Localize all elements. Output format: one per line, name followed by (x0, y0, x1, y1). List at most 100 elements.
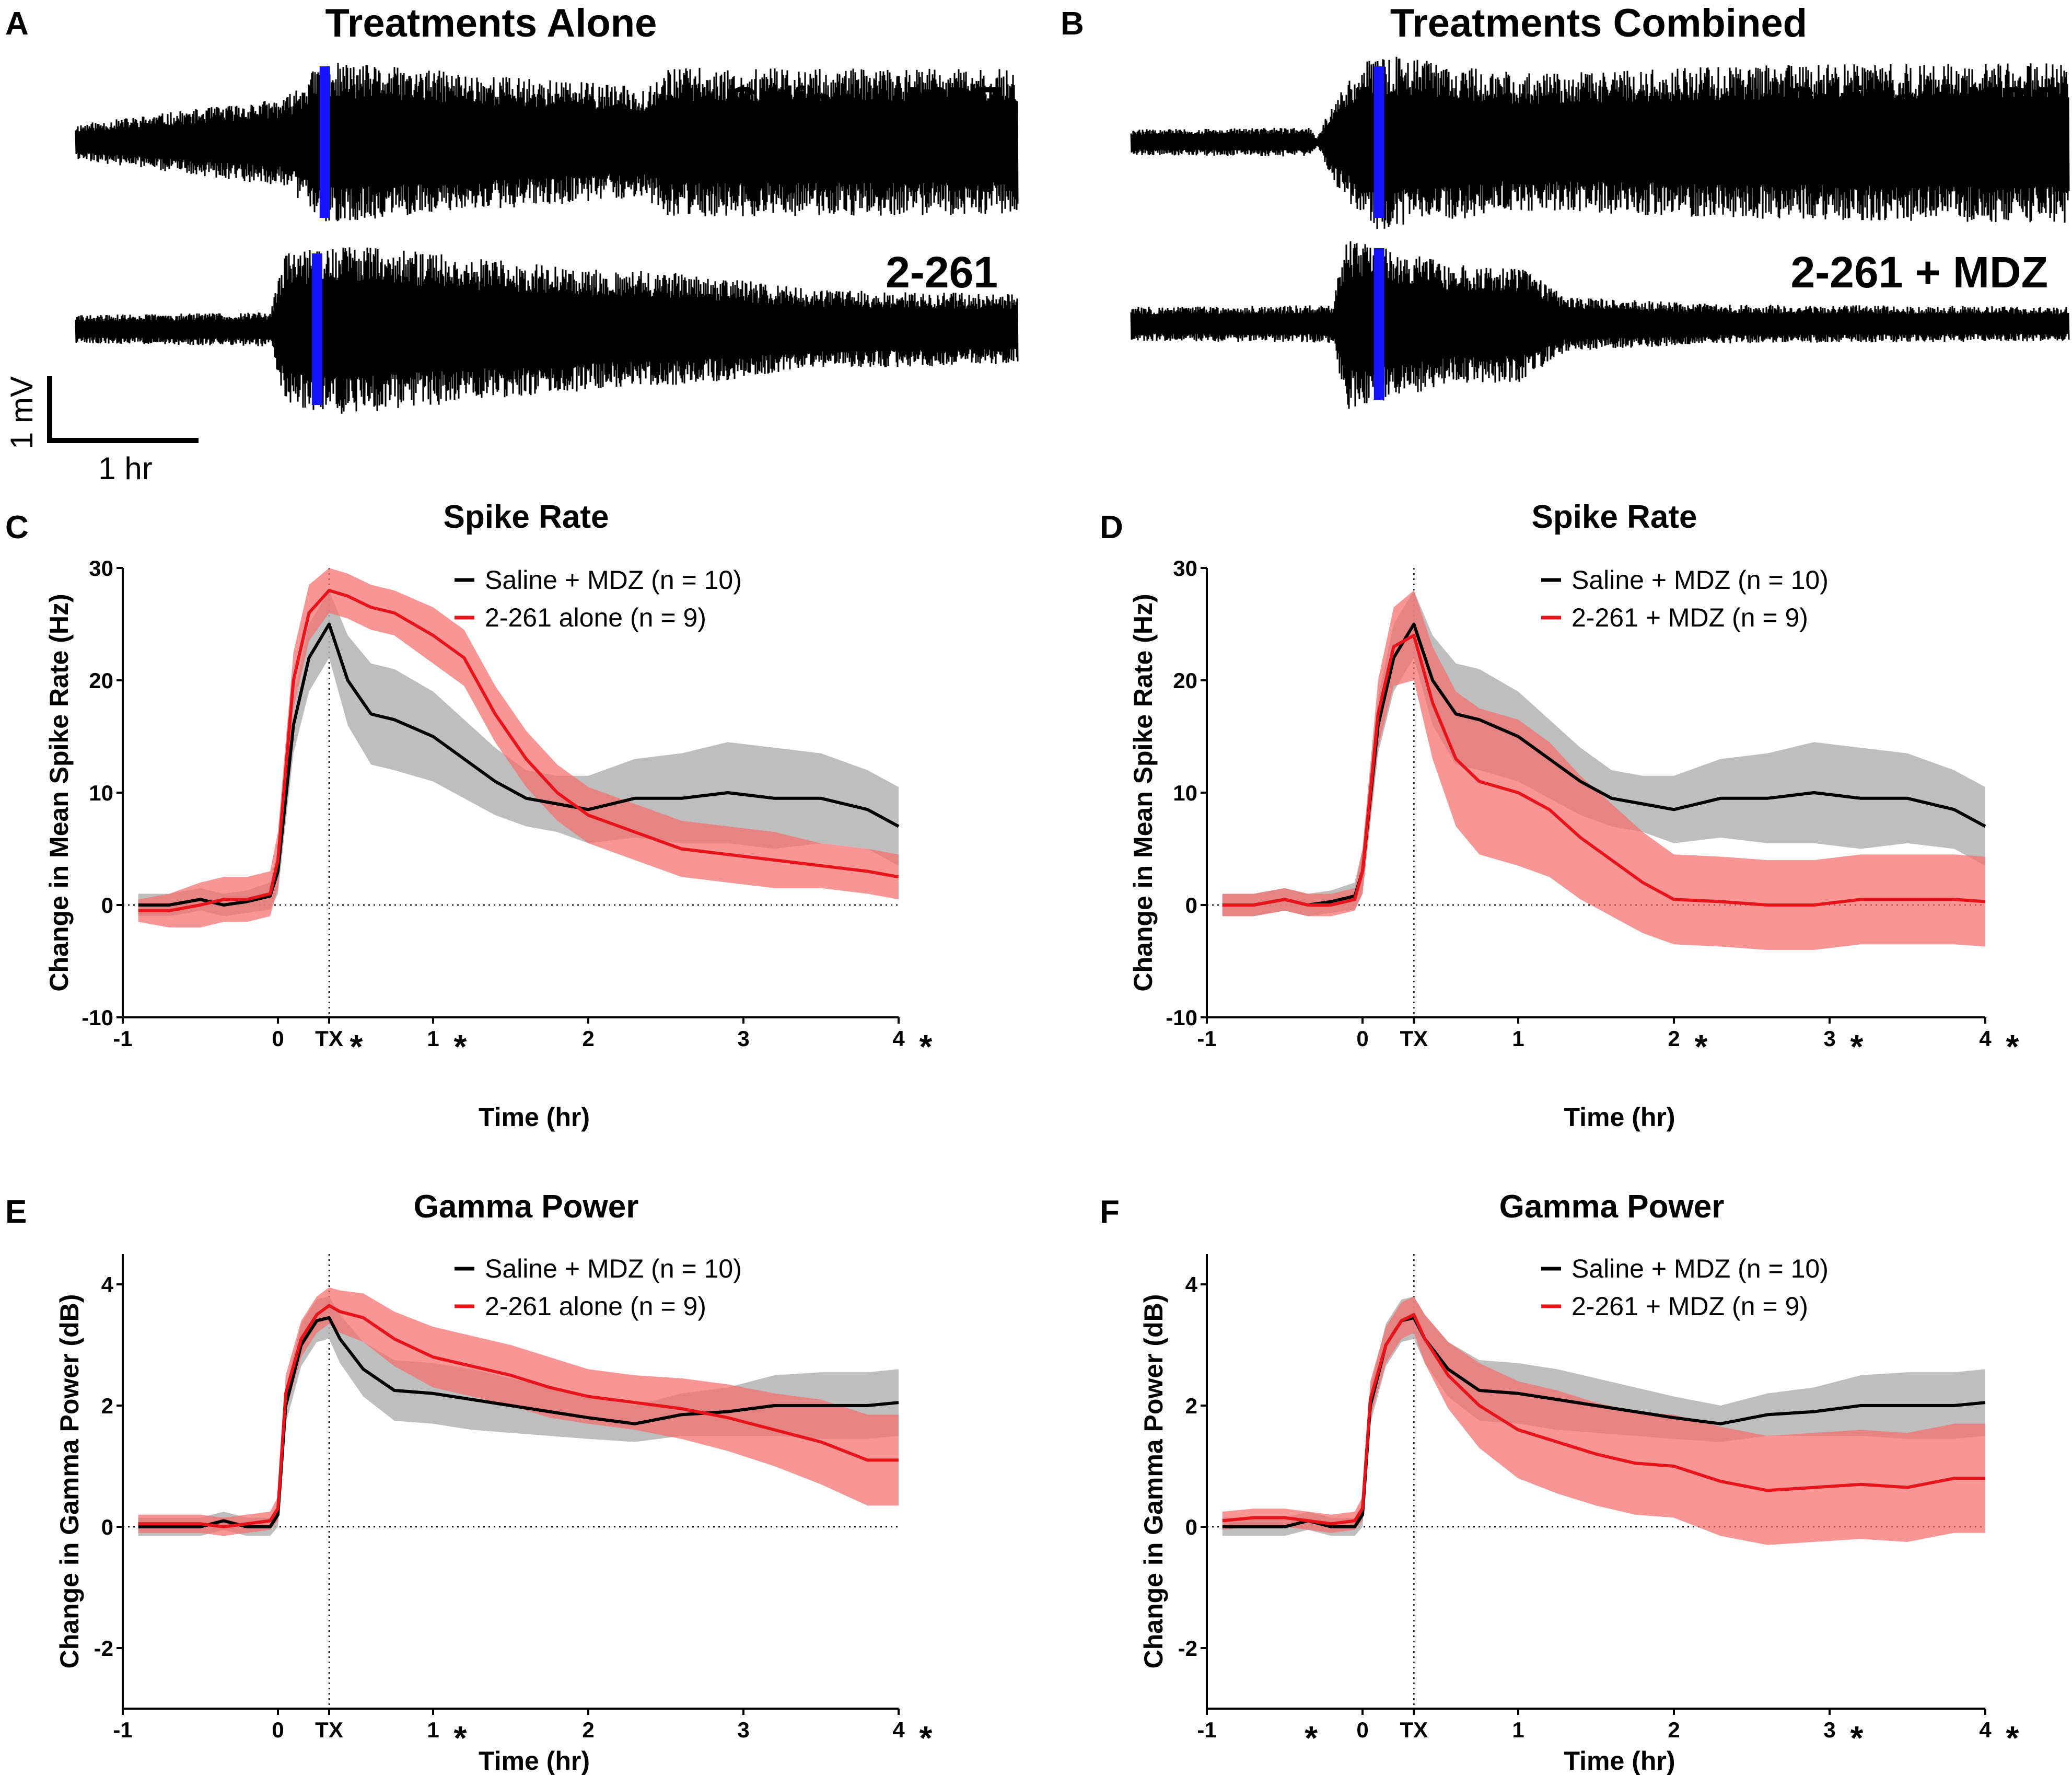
eeg-trace-saline-mdz-alone (75, 63, 1019, 222)
treatment-mean-line (138, 589, 899, 912)
x-tick-label: 4 (892, 1718, 905, 1742)
y-tick-label: 0 (101, 1515, 113, 1539)
y-axis-label: Change in Gamma Power (dB) (1139, 1294, 1168, 1669)
significance-star: * (454, 1719, 467, 1757)
legend-label: Saline + MDZ (n = 10) (485, 1254, 742, 1283)
y-tick-label: 4 (1185, 1272, 1198, 1297)
eeg-trace-saline-mdz-combined (1130, 56, 2070, 229)
treatment-mean-line (1222, 634, 1986, 907)
x-axis-label: Time (hr) (479, 1103, 590, 1132)
x-tick-label: 2 (1668, 1026, 1680, 1051)
y-axis-label: Change in Gamma Power (dB) (55, 1294, 84, 1669)
control-sd-band (138, 1296, 899, 1536)
treatment-marker (1373, 66, 1384, 218)
x-tick-label: TX (315, 1718, 343, 1742)
eeg-trace-2-261-alone (75, 247, 1019, 414)
panel-letter-a: A (5, 6, 29, 42)
significance-star: * (1695, 1028, 1708, 1065)
significance-star: * (919, 1719, 933, 1757)
y-tick-label: 0 (101, 893, 113, 918)
y-tick-label: -2 (1178, 1636, 1197, 1661)
treatment-sd-band (1222, 590, 1985, 950)
scale-bar-lines (47, 376, 199, 443)
panel-a: A Treatments Alone Saline + MDZ 2-261 (5, 1, 1019, 414)
x-tick-label: 1 (427, 1718, 439, 1742)
y-tick-label: -2 (94, 1636, 113, 1661)
x-tick-label: 0 (1356, 1718, 1368, 1742)
y-tick-label: 30 (1173, 556, 1197, 581)
x-axis-label: Time (hr) (1564, 1746, 1675, 1775)
x-tick-label: 2 (582, 1718, 594, 1742)
x-tick-label: 0 (272, 1026, 284, 1051)
y-tick-label: 0 (1185, 1515, 1197, 1539)
panel-a-heading: Treatments Alone (325, 1, 657, 45)
panel-b: B Treatments Combined Saline + MDZ 2-261… (1061, 1, 2070, 409)
y-tick-label: 2 (1185, 1394, 1197, 1418)
panel-letter-e: E (5, 1194, 27, 1230)
x-tick-label: 2 (1668, 1718, 1680, 1742)
x-tick-label: -1 (113, 1026, 132, 1051)
x-tick-label: 1 (427, 1026, 439, 1051)
x-axis-label: Time (hr) (479, 1746, 590, 1775)
control-mean-line (1222, 622, 1986, 907)
treatment-mean-line (138, 1304, 899, 1528)
x-tick-label: TX (1400, 1026, 1428, 1051)
scale-bar: 1 mV 1 hr (4, 376, 199, 486)
trace-label-2-261-alone: 2-261 (886, 248, 998, 297)
x-tick-label: TX (315, 1026, 343, 1051)
legend-label: Saline + MDZ (n = 10) (1572, 565, 1829, 595)
x-tick-label: 2 (582, 1026, 594, 1051)
chart-title: Spike Rate (1531, 499, 1697, 535)
panel-b-heading: Treatments Combined (1390, 1, 1807, 45)
y-tick-label: 2 (101, 1394, 113, 1418)
treatment-marker (319, 66, 330, 218)
x-tick-label: -1 (113, 1718, 132, 1742)
significance-star: * (2006, 1719, 2019, 1757)
panel-letter-c: C (5, 509, 29, 546)
control-sd-band (1222, 590, 1985, 916)
y-tick-label: 10 (89, 781, 113, 805)
y-tick-label: 10 (1173, 781, 1197, 805)
x-tick-label: 3 (1823, 1026, 1835, 1051)
chart-title: Gamma Power (1499, 1189, 1725, 1225)
y-tick-label: -10 (1166, 1005, 1197, 1030)
significance-star: * (1305, 1719, 1318, 1757)
control-mean-line (138, 1316, 899, 1528)
significance-star: * (1850, 1028, 1864, 1065)
chart-title: Gamma Power (414, 1189, 639, 1225)
panel-letter-b: B (1061, 6, 1084, 42)
x-tick-label: 3 (1823, 1718, 1835, 1742)
chart-panel-f: F Gamma Power -2 0 2 4 -1 0 TX 1 2 3 4 * * * Time (hr) Ch… (1100, 1189, 2019, 1775)
x-tick-label: -1 (1197, 1718, 1216, 1742)
significance-star: * (919, 1028, 933, 1065)
treatment-marker (1373, 248, 1384, 400)
legend-label: Saline + MDZ (n = 10) (485, 565, 742, 595)
y-tick-label: 0 (1185, 893, 1197, 918)
y-tick-label: 30 (89, 556, 113, 581)
significance-star: * (454, 1028, 467, 1065)
treatment-sd-band (138, 1287, 899, 1536)
scale-bar-vertical-label: 1 mV (4, 376, 39, 449)
treatment-mean-line (1222, 1313, 1985, 1526)
y-axis-label: Change in Mean Spike Rate (Hz) (1128, 594, 1158, 991)
significance-star: * (1850, 1719, 1864, 1757)
legend-label: 2-261 alone (n = 9) (485, 603, 706, 632)
trace-label-2-261-mdz-combined: 2-261 + MDZ (1790, 248, 2048, 297)
x-tick-label: 4 (1979, 1026, 1992, 1051)
scale-bar-horizontal-label: 1 hr (98, 451, 152, 486)
treatment-marker (311, 253, 322, 405)
significance-star: * (2006, 1028, 2019, 1065)
x-axis-label: Time (hr) (1564, 1103, 1675, 1132)
x-tick-label: 3 (737, 1718, 749, 1742)
x-tick-label: 0 (272, 1718, 284, 1742)
panel-letter-d: D (1100, 509, 1123, 546)
x-tick-label: 4 (1979, 1718, 1992, 1742)
x-tick-label: 4 (892, 1026, 905, 1051)
x-tick-label: TX (1400, 1718, 1428, 1742)
y-tick-label: 20 (89, 668, 113, 693)
significance-star: * (350, 1028, 363, 1065)
panel-letter-f: F (1100, 1194, 1120, 1230)
